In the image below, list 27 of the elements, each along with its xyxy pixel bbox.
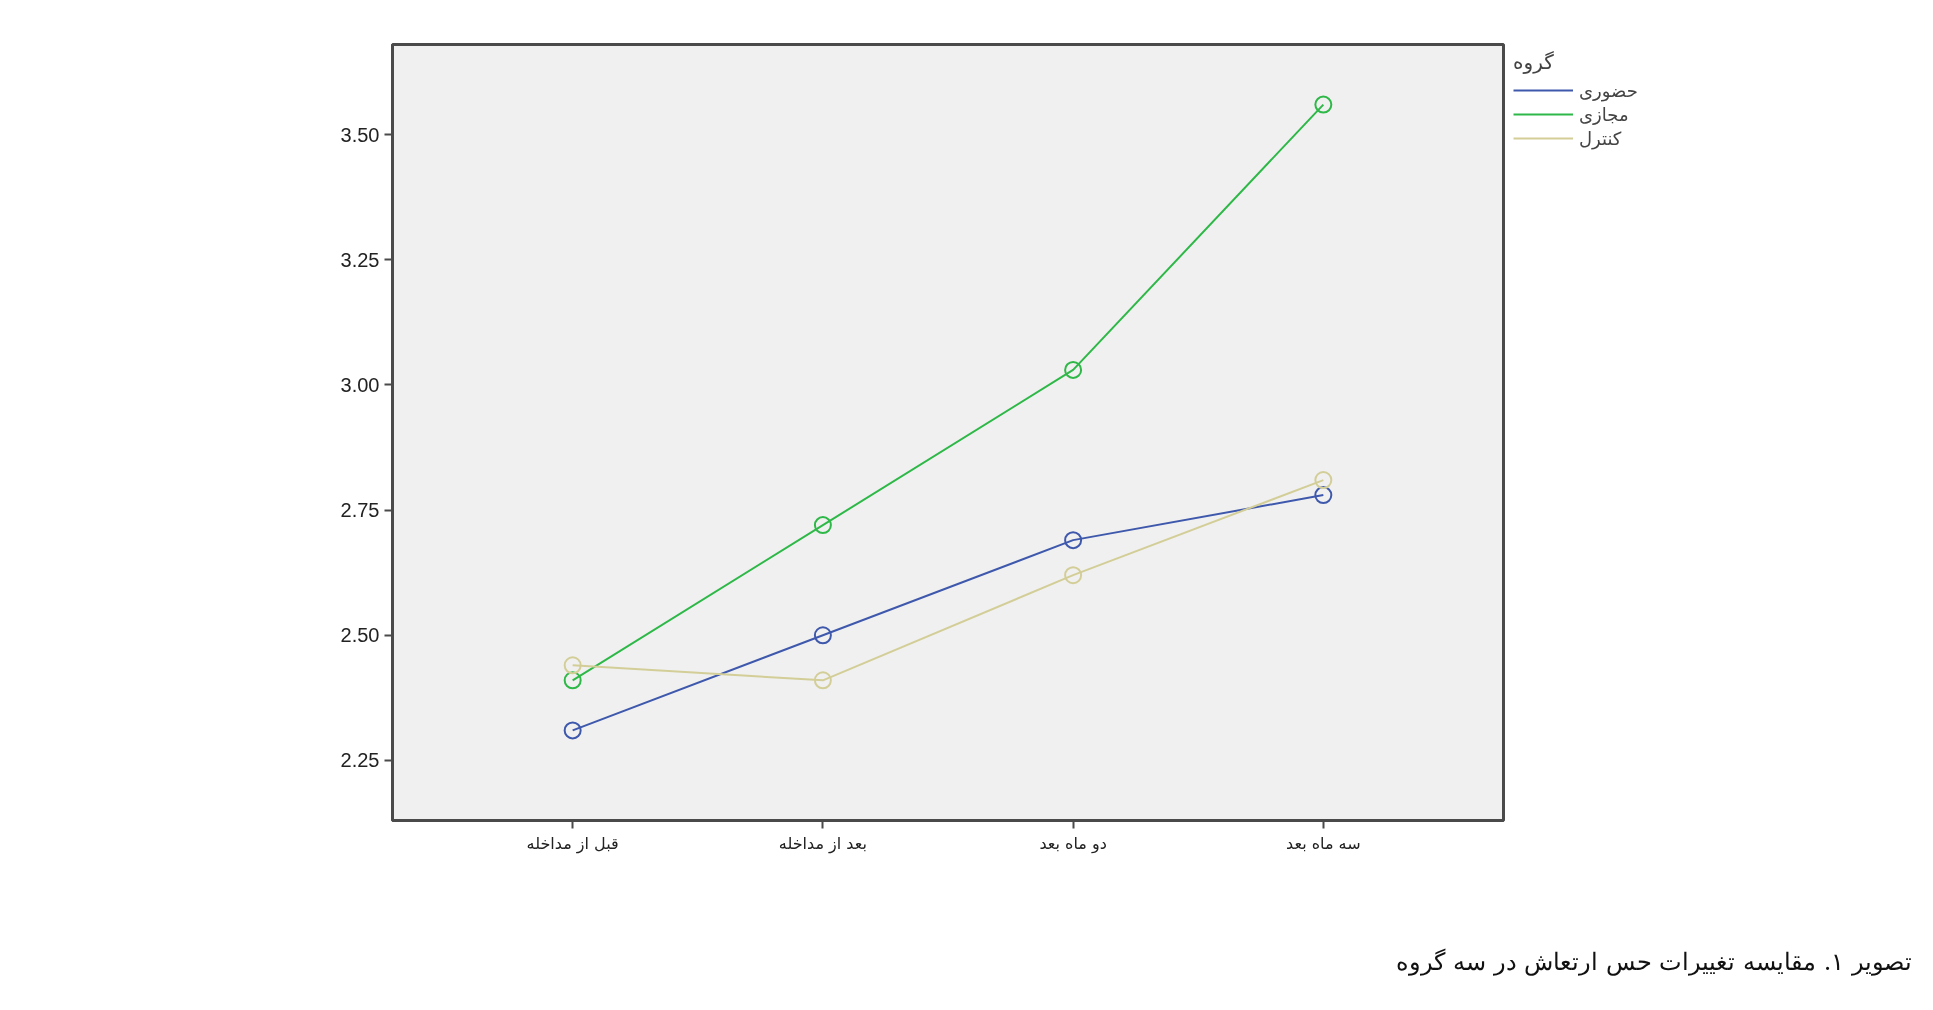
point [1064, 566, 1083, 585]
x-tick-label: قبل از مداخله [526, 833, 619, 854]
point [813, 671, 832, 690]
x-tick-label: بعد از مداخله [778, 833, 867, 854]
x-tick-label: دو ماه بعد [1039, 833, 1107, 854]
point [563, 656, 582, 675]
point [1064, 531, 1083, 550]
legend-label: مجازی [1579, 103, 1629, 125]
y-tick-label: 2.75 [340, 499, 380, 522]
legend-label: کنترل [1579, 127, 1622, 149]
text: تصویر ۱. مقایسه تغییرات حس ارتعاش در سه گروه [1396, 947, 1912, 978]
y-tick-label: 3.25 [340, 248, 380, 271]
x-tick-label: سه ماه بعد [1286, 833, 1361, 853]
point [813, 626, 832, 645]
y-tick-label: 3.00 [340, 373, 380, 396]
legend-label: حضوری [1579, 79, 1638, 101]
point [563, 721, 582, 740]
y-tick-label: 2.25 [340, 749, 380, 772]
point [563, 671, 582, 690]
point [1064, 360, 1083, 379]
point [1314, 471, 1333, 490]
point [813, 516, 832, 535]
y-tick-label: 3.50 [340, 123, 380, 146]
point [1314, 486, 1333, 505]
y-tick-label: 2.50 [340, 624, 380, 647]
legend-title: گروه [1513, 50, 1555, 74]
point [1314, 95, 1333, 114]
